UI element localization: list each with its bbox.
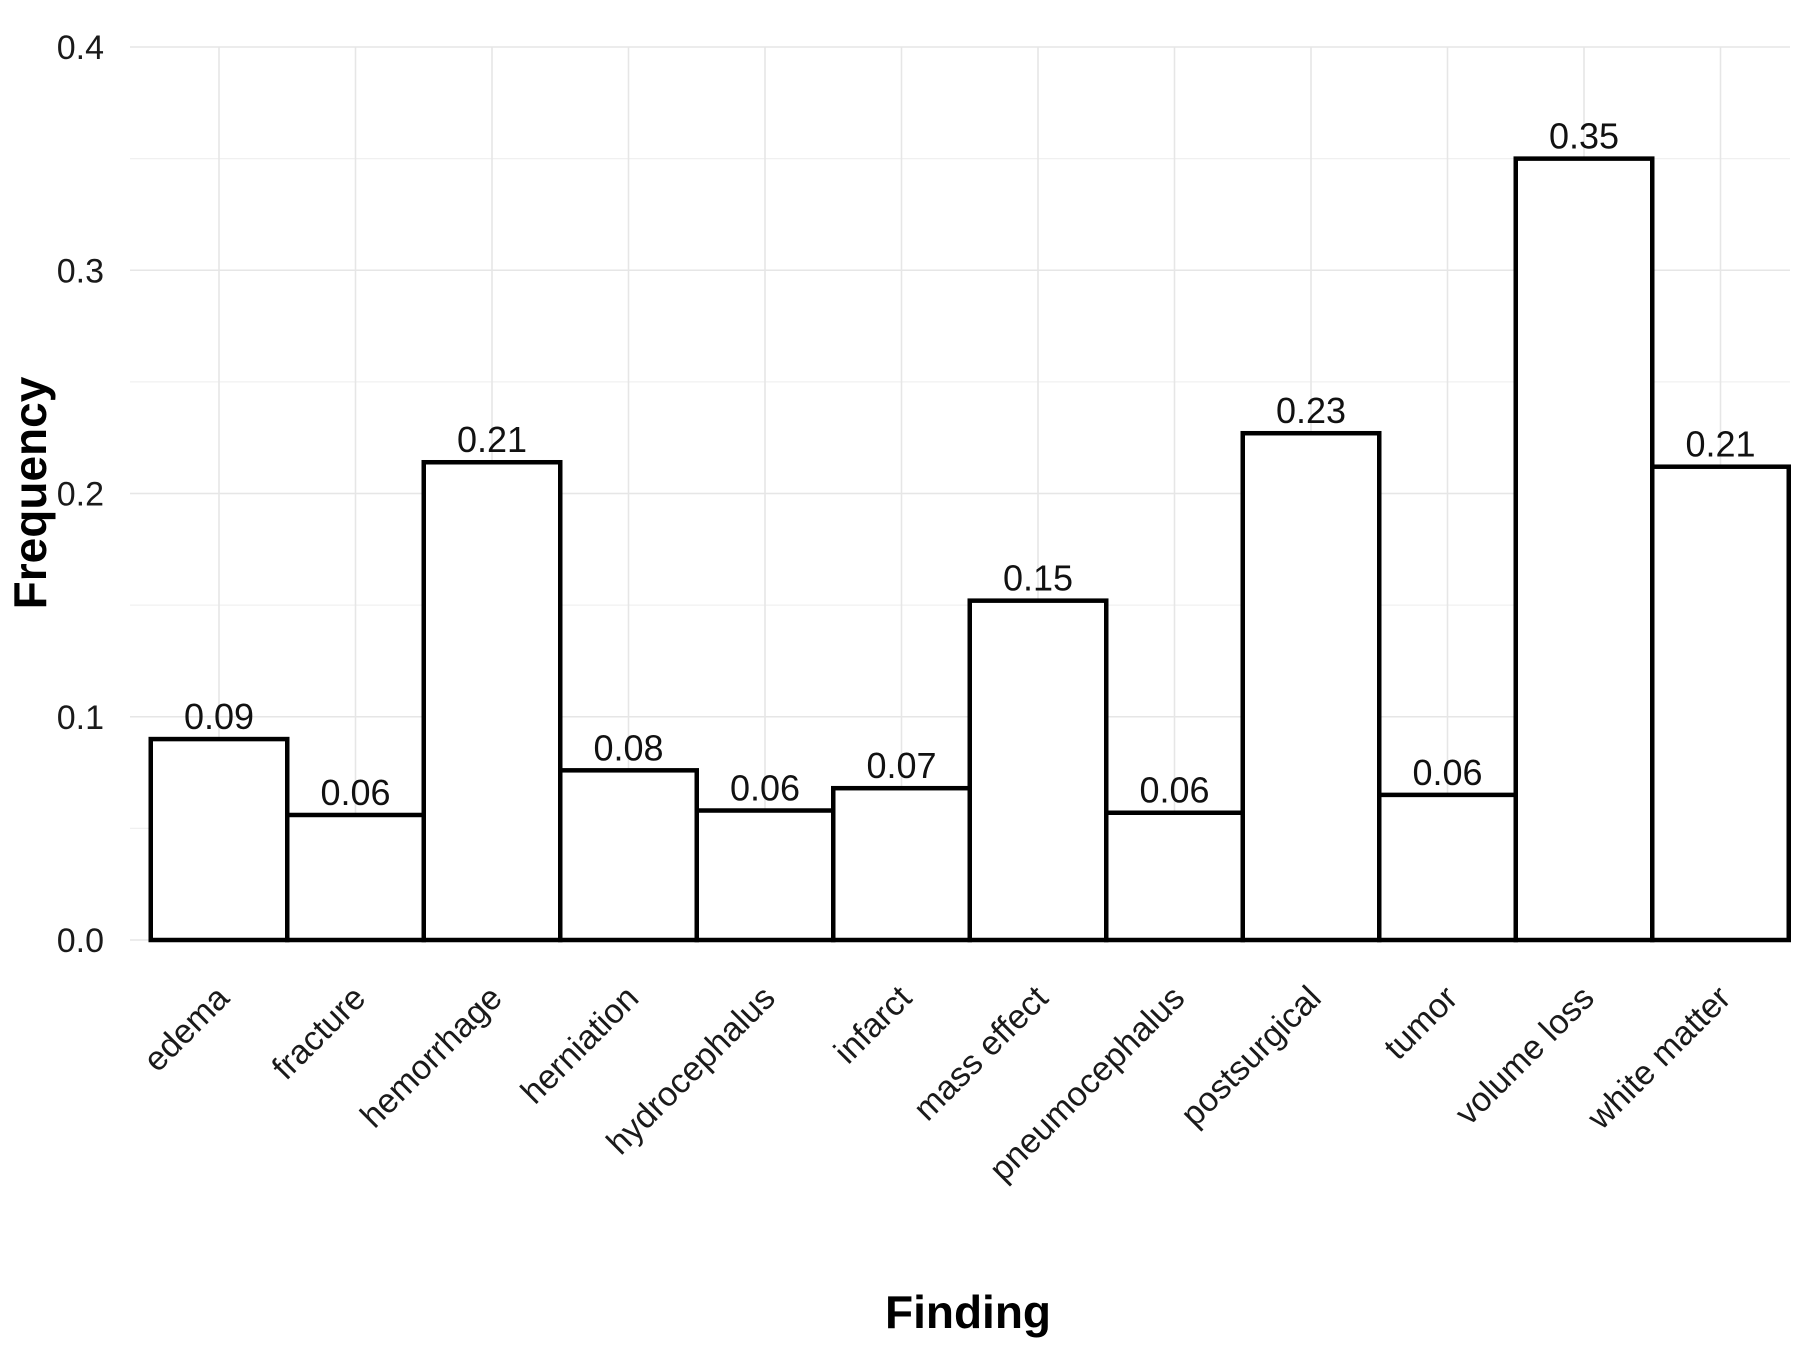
bar-edema xyxy=(148,736,290,943)
y-tick-label: 0.1 xyxy=(57,699,104,737)
data-label: 0.07 xyxy=(866,745,936,786)
data-label: 0.08 xyxy=(593,727,663,768)
data-label: 0.09 xyxy=(184,696,254,737)
y-axis-title: Frequency xyxy=(4,376,56,609)
data-label: 0.35 xyxy=(1549,116,1619,157)
data-label: 0.06 xyxy=(1412,752,1482,793)
bar-white-matter xyxy=(1650,464,1791,943)
bar-hemorrhage xyxy=(421,459,563,943)
data-label: 0.06 xyxy=(1139,770,1209,811)
bar-hydrocephalus xyxy=(694,808,836,943)
bar-tumor xyxy=(1377,792,1518,943)
x-tick-label: volume loss xyxy=(1448,979,1602,1133)
data-labels: 0.09 0.06 0.21 0.08 0.06 0.07 0.15 0.06 0.23 0.06… xyxy=(184,116,1756,813)
y-tick-labels: 0.0 0.1 0.2 0.3 0.4 xyxy=(57,29,104,960)
y-tick-label: 0.2 xyxy=(57,476,104,514)
y-tick-label: 0.4 xyxy=(57,29,104,67)
x-tick-label: mass effect xyxy=(906,978,1056,1128)
bar-mass-effect xyxy=(967,598,1109,943)
x-tick-label: hemorrhage xyxy=(353,979,510,1136)
bar-postsurgical xyxy=(1240,430,1382,943)
x-tick-label: infarct xyxy=(827,978,920,1071)
bar-fracture xyxy=(285,812,426,943)
data-label: 0.06 xyxy=(320,772,390,813)
y-tick-label: 0.0 xyxy=(57,922,104,960)
bar-volume-loss xyxy=(1513,156,1655,943)
bar-herniation xyxy=(558,768,699,943)
x-tick-label: fracture xyxy=(265,979,373,1087)
data-label: 0.21 xyxy=(457,419,527,460)
bar-pneumocephalus xyxy=(1104,810,1245,943)
x-tick-label: postsurgical xyxy=(1174,979,1329,1134)
bar-infarct xyxy=(831,785,972,943)
x-tick-label: edema xyxy=(136,979,236,1079)
x-tick-label: white matter xyxy=(1580,979,1739,1138)
x-tick-label: tumor xyxy=(1377,979,1465,1067)
y-tick-label: 0.3 xyxy=(57,252,104,290)
x-axis-title: Finding xyxy=(885,1286,1051,1338)
data-label: 0.21 xyxy=(1685,424,1755,465)
data-label: 0.06 xyxy=(730,768,800,809)
bars xyxy=(148,156,1791,943)
data-label: 0.15 xyxy=(1003,558,1073,599)
data-label: 0.23 xyxy=(1276,390,1346,431)
x-tick-label: herniation xyxy=(514,979,646,1111)
